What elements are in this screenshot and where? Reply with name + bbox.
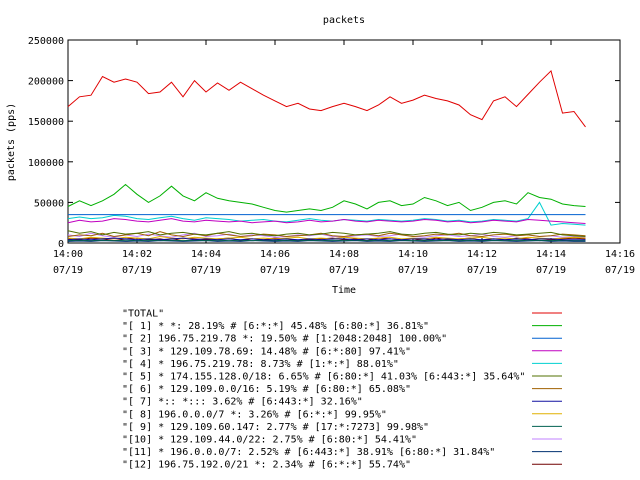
chart-title: packets: [323, 15, 365, 26]
axes: 0 50000 100000 150000 200000 250000 14:00 07/19…: [28, 36, 635, 276]
series-line-10: [67, 232, 586, 238]
x-tick-label: 14:00: [53, 249, 83, 260]
x-tick-label: 14:14: [536, 249, 566, 260]
plot-lines: [67, 69, 586, 242]
x-tick-label: 14:10: [398, 249, 428, 260]
legend-label-3: "[ 3] * 129.109.78.69: 14.48% # [6:*:80]…: [122, 346, 411, 357]
x-tick-date: 07/19: [191, 265, 221, 276]
y-tick-label: 200000: [28, 77, 64, 88]
y-tick-label: 100000: [28, 158, 64, 169]
series-line-0: [67, 69, 586, 128]
legend-label-4: "[ 4] * 196.75.219.78: 8.73% # [1:*:*] 8…: [122, 359, 399, 370]
y-tick-label: 50000: [34, 198, 64, 209]
x-tick-date: 07/19: [329, 265, 359, 276]
y-tick-label: 250000: [28, 36, 64, 47]
legend-label-1: "[ 1] * *: 28.19% # [6:*:*] 45.48% [6:80…: [122, 321, 429, 332]
x-axis-label: Time: [332, 285, 356, 296]
x-tick-label: 14:06: [260, 249, 290, 260]
legend: "TOTAL""[ 1] * *: 28.19% # [6:*:*] 45.48…: [122, 309, 562, 471]
legend-label-2: "[ 2] 196.75.219.78 *: 19.50% # [1:2048:…: [122, 334, 447, 345]
x-tick-date: 07/19: [260, 265, 290, 276]
x-tick-date: 07/19: [122, 265, 152, 276]
series-line-7: [67, 237, 586, 241]
legend-label-0: "TOTAL": [122, 309, 164, 320]
legend-label-12: "[12] 196.75.192.0/21 *: 2.34% # [6:*:*]…: [122, 460, 411, 471]
x-tick-date: 07/19: [53, 265, 83, 276]
series-line-4: [67, 201, 586, 226]
x-tick-label: 14:04: [191, 249, 221, 260]
x-tick-date: 07/19: [467, 265, 497, 276]
x-tick-date: 07/19: [536, 265, 566, 276]
y-axis-label: packets (pps): [6, 103, 17, 181]
x-tick-date: 07/19: [605, 265, 635, 276]
x-tick-label: 14:02: [122, 249, 152, 260]
legend-label-8: "[ 8] 196.0.0.0/7 *: 3.26% # [6:*:*] 99.…: [122, 409, 387, 420]
x-tick-label: 14:16: [605, 249, 635, 260]
x-tick-label: 14:08: [329, 249, 359, 260]
y-tick-label: 0: [58, 239, 64, 250]
legend-label-9: "[ 9] * 129.109.60.147: 2.77% # [17:*:72…: [122, 422, 429, 433]
plot-frame: [67, 39, 621, 244]
legend-label-5: "[ 5] * 174.155.128.0/18: 6.65% # [6:80:…: [122, 372, 525, 383]
legend-label-11: "[11] * 196.0.0.0/7: 2.52% # [6:443:*] 3…: [122, 447, 495, 458]
legend-label-6: "[ 6] * 129.109.0.0/16: 5.19% # [6:80:*]…: [122, 384, 411, 395]
series-line-8: [67, 235, 586, 240]
series-line-1: [67, 183, 586, 213]
x-tick-date: 07/19: [398, 265, 428, 276]
y-tick-label: 150000: [28, 117, 64, 128]
series-line-3: [67, 218, 586, 224]
legend-label-7: "[ 7] *:: *::: 3.62% # [6:443:*] 32.16%": [122, 397, 363, 408]
legend-label-10: "[10] * 129.109.44.0/22: 2.75% # [6:80:*…: [122, 435, 417, 446]
x-tick-label: 14:12: [467, 249, 497, 260]
series-line-5: [67, 230, 586, 237]
